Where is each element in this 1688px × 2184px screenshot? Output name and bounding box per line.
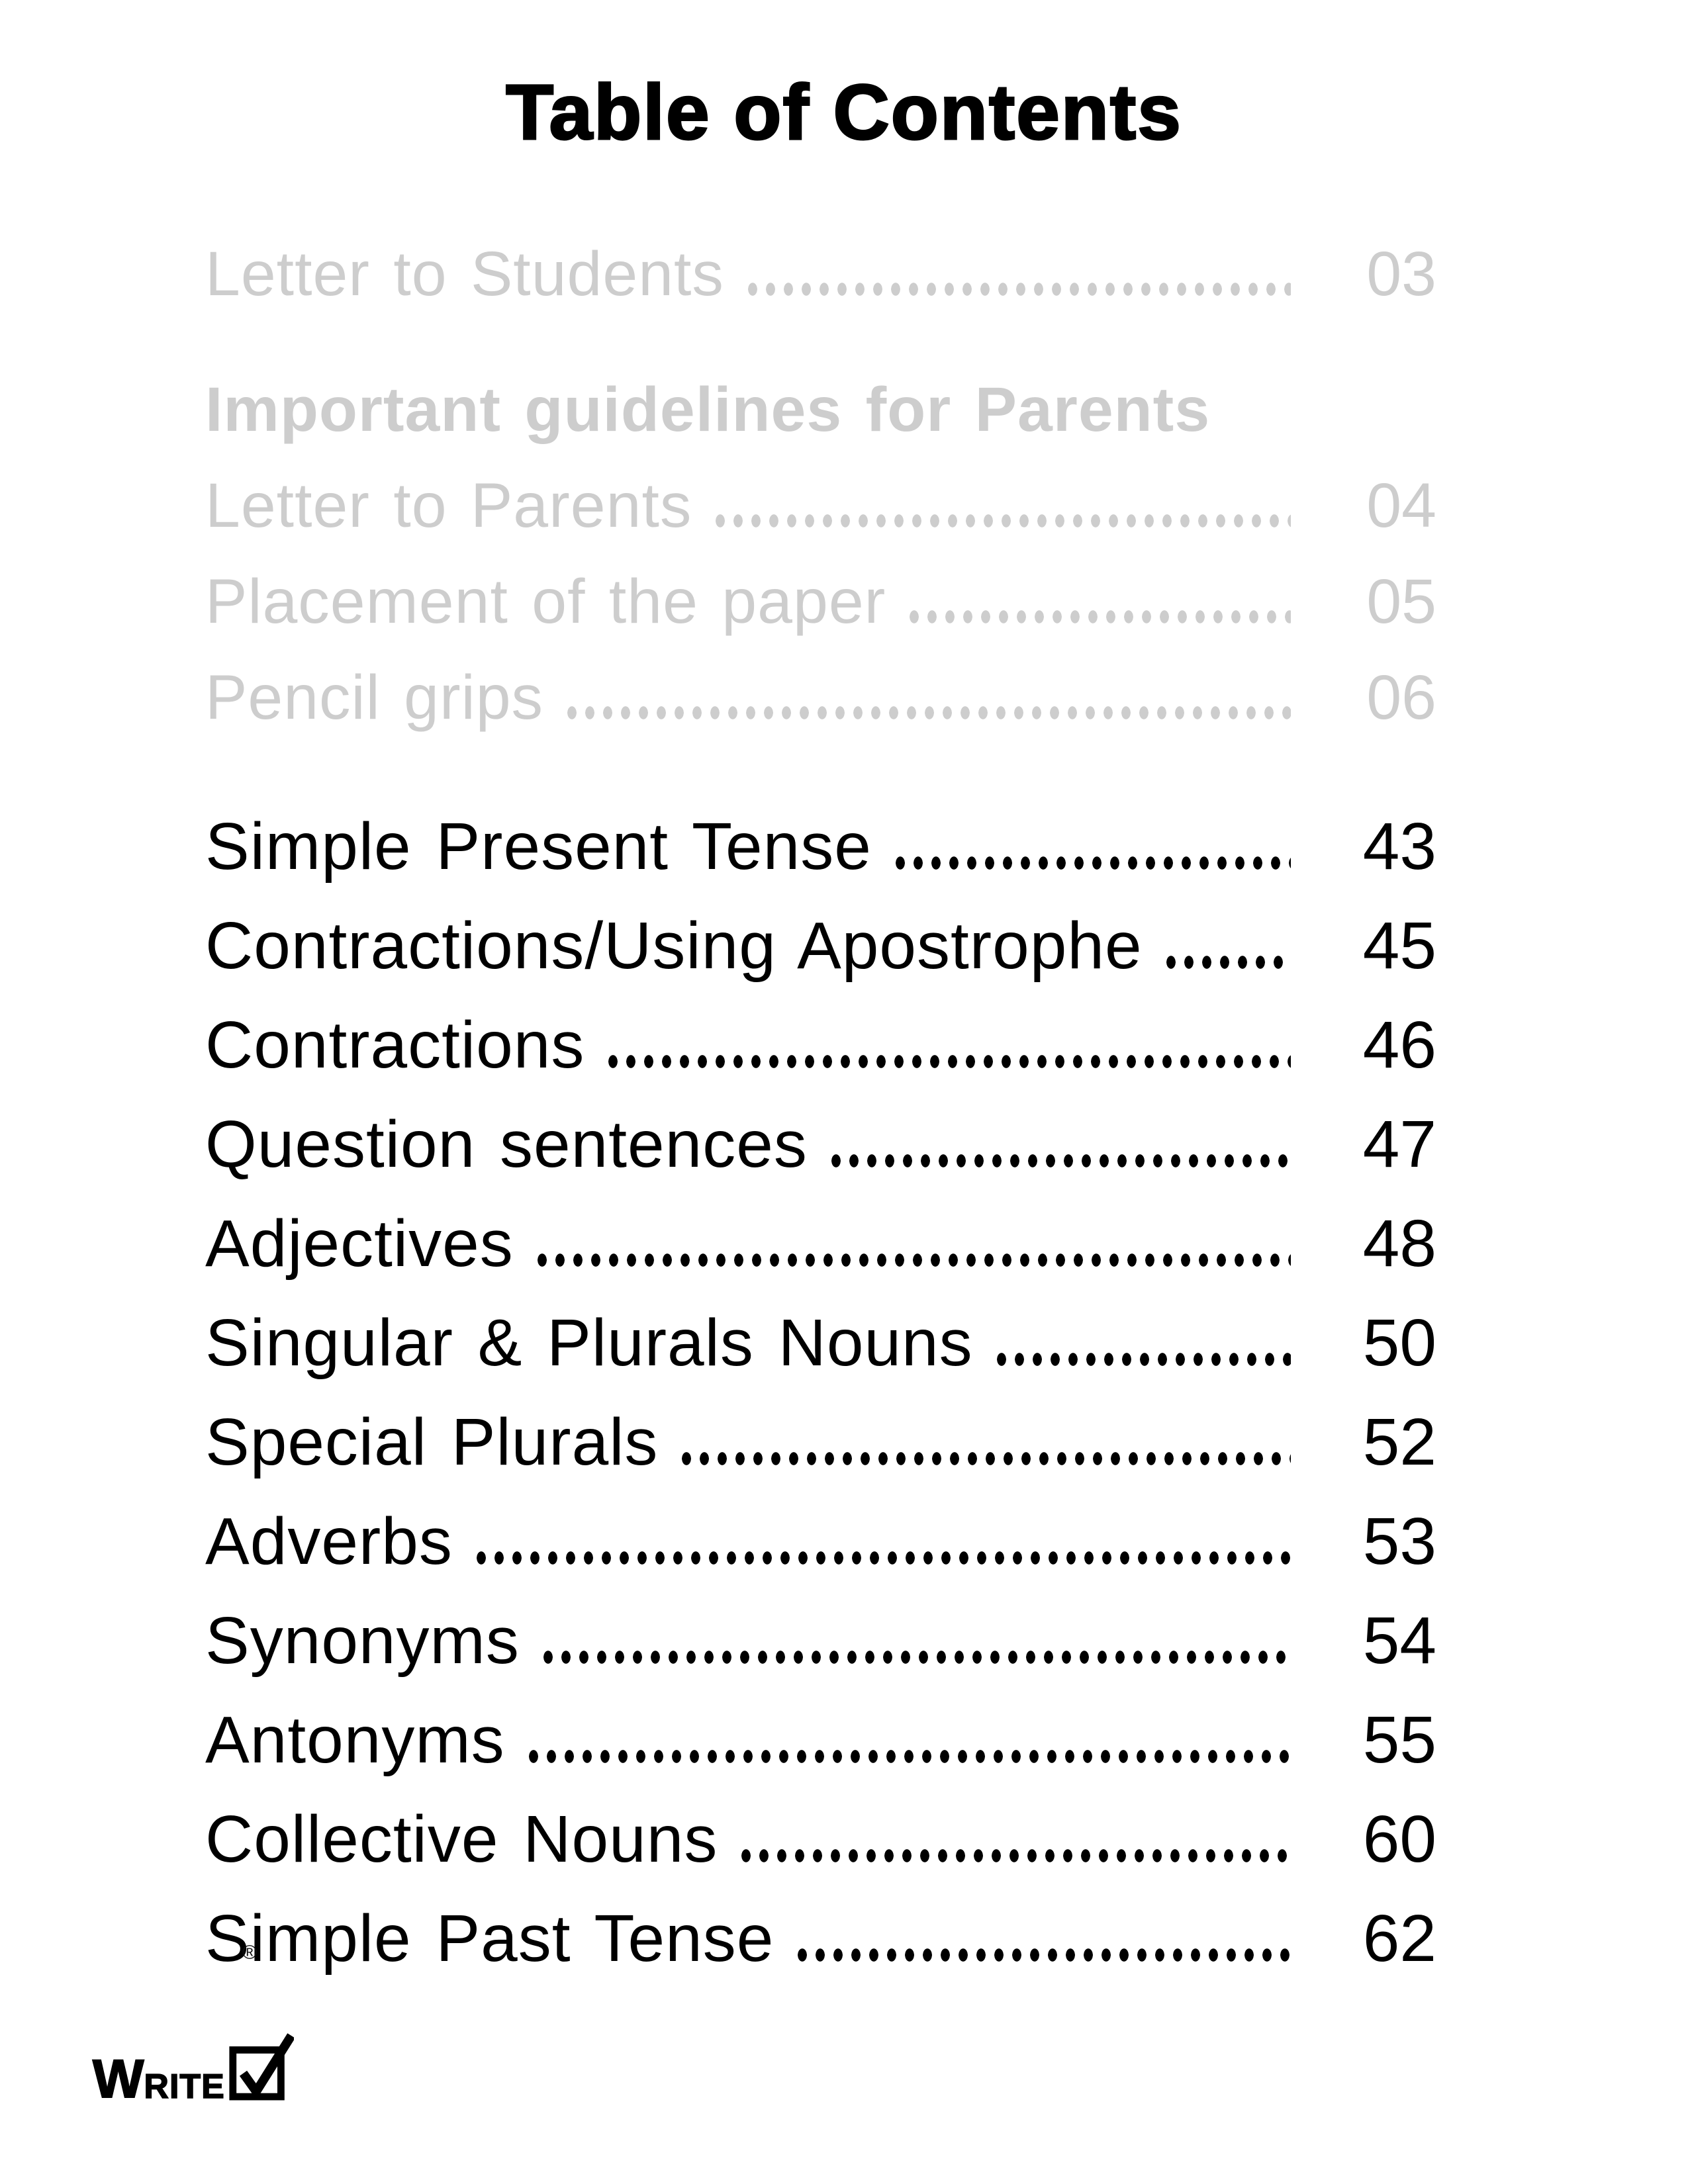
toc-entry-label: Simple Present Tense: [205, 809, 872, 884]
toc-entry: Antonyms 55: [205, 1677, 1436, 1776]
toc-entry-page-number: 62: [1362, 1901, 1436, 1976]
toc-entry-label: Contractions/Using Apostrophe: [205, 908, 1143, 983]
toc-entry-page-number: 50: [1362, 1305, 1436, 1380]
contents-section: Simple Present Tense 43 Contractions/Usi…: [205, 784, 1436, 1975]
toc-entry: Question sentences 47: [205, 1081, 1436, 1181]
dot-leader: [472, 1549, 1291, 1566]
toc-entry: Simple Past Tense 62: [205, 1876, 1436, 1975]
toc-entry-page-number: 46: [1362, 1007, 1436, 1082]
toc-entry: Letter to Students 03: [205, 213, 1436, 309]
toc-entry-page-number: 52: [1362, 1404, 1436, 1479]
dot-leader: [827, 1152, 1291, 1169]
toc-entry: Special Plurals 52: [205, 1379, 1436, 1479]
logo-text-rite: RITE: [144, 2068, 225, 2107]
toc-entry-page-number: 54: [1362, 1603, 1436, 1678]
toc-entry: Synonyms 54: [205, 1578, 1436, 1677]
toc-entry: Pencil grips 06: [205, 637, 1436, 733]
toc-entry-page-number: 43: [1362, 809, 1436, 884]
toc-entry-page-number: 53: [1362, 1504, 1436, 1578]
toc-entry: Collective Nouns 60: [205, 1776, 1436, 1876]
dot-leader: [563, 704, 1291, 721]
checkbox-check-icon: [229, 2033, 294, 2101]
toc-entry-page-number: 05: [1366, 567, 1436, 637]
dot-leader: [678, 1450, 1291, 1467]
toc-entry-label: Adjectives: [205, 1206, 514, 1281]
writerite-logo: W RITE: [92, 2030, 294, 2110]
toc-entry-label: Adverbs: [205, 1504, 453, 1578]
dot-leader: [992, 1351, 1291, 1367]
toc-entry-label: Singular & Plurals Nouns: [205, 1305, 973, 1380]
toc-subheading: Important guidelines for Parents: [205, 309, 1436, 445]
toc-entry-label: Contractions: [205, 1007, 585, 1082]
toc-entry: Simple Present Tense 43: [205, 784, 1436, 883]
dot-leader: [743, 281, 1291, 297]
toc-entry: Letter to Parents 04: [205, 445, 1436, 541]
page-title: Table of Contents: [505, 68, 1182, 158]
toc-entry: Contractions/Using Apostrophe 45: [205, 883, 1436, 982]
toc-entry-label: Letter to Parents: [205, 471, 692, 541]
dot-leader: [794, 1946, 1291, 1963]
toc-entry: Singular & Plurals Nouns 50: [205, 1280, 1436, 1379]
toc-entry-page-number: 60: [1362, 1801, 1436, 1876]
dot-leader: [539, 1649, 1291, 1665]
toc-entry-page-number: 45: [1362, 908, 1436, 983]
toc-entry: Contractions 46: [205, 982, 1436, 1081]
front-matter-section: Letter to Students 03 Important guidelin…: [205, 213, 1436, 733]
toc-entry-page-number: 47: [1362, 1107, 1436, 1181]
toc-entry-label: Placement of the paper: [205, 567, 886, 637]
dot-leader: [604, 1053, 1291, 1069]
toc-entry: Adverbs 53: [205, 1479, 1436, 1578]
registered-trademark-mark: ®: [242, 1942, 258, 1964]
toc-entry-label: Collective Nouns: [205, 1801, 718, 1876]
toc-entry-label: Antonyms: [205, 1702, 505, 1777]
toc-entry-page-number: 48: [1362, 1206, 1436, 1281]
toc-entry-page-number: 04: [1366, 471, 1436, 541]
dot-leader: [524, 1748, 1291, 1764]
toc-entry-label: Letter to Students: [205, 239, 724, 310]
toc-entry-label: Question sentences: [205, 1107, 808, 1181]
dot-leader: [712, 512, 1291, 529]
toc-entry-label: Pencil grips: [205, 662, 544, 733]
toc-entry-label: Synonyms: [205, 1603, 520, 1678]
dot-leader: [906, 608, 1291, 625]
toc-entry-page-number: 03: [1366, 239, 1436, 310]
toc-entry-label: Special Plurals: [205, 1404, 659, 1479]
dot-leader: [891, 854, 1291, 871]
dot-leader: [737, 1847, 1291, 1864]
dot-leader: [533, 1251, 1291, 1268]
toc-entry-label: Simple Past Tense: [205, 1901, 774, 1976]
logo-letter-w: W: [92, 2049, 144, 2110]
toc-entry-page-number: 06: [1366, 662, 1436, 733]
toc-entry: Placement of the paper 05: [205, 541, 1436, 637]
toc-entry-page-number: 55: [1362, 1702, 1436, 1777]
toc-entry: Adjectives 48: [205, 1181, 1436, 1280]
dot-leader: [1162, 954, 1291, 970]
toc-subheading-label: Important guidelines for Parents: [205, 375, 1211, 445]
